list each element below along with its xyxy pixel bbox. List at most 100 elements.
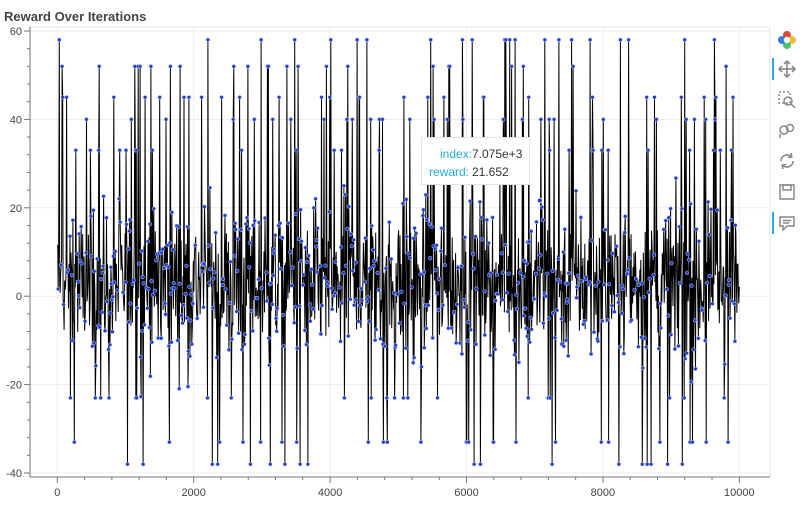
reward-point — [177, 386, 182, 391]
reward-point — [536, 266, 542, 271]
pan-icon[interactable] — [772, 56, 802, 82]
reward-point — [420, 213, 426, 218]
reward-point — [106, 347, 111, 352]
reward-point — [434, 243, 439, 248]
reward-point — [169, 340, 174, 345]
reward-point — [587, 37, 593, 42]
reward-point — [315, 269, 320, 275]
bokeh-logo-icon[interactable] — [772, 27, 802, 53]
reward-point — [314, 238, 319, 243]
reward-point — [294, 148, 299, 153]
reward-point — [161, 265, 167, 271]
reward-point — [677, 281, 682, 286]
reward-point — [685, 251, 690, 256]
reward-point — [59, 263, 64, 268]
reward-point — [239, 347, 245, 352]
reward-point — [339, 148, 344, 153]
save-icon[interactable] — [772, 179, 802, 205]
reward-point — [313, 196, 318, 201]
reward-point — [178, 64, 183, 69]
reward-point — [233, 221, 238, 226]
reward-point — [257, 220, 262, 225]
box-zoom-icon[interactable] — [772, 87, 802, 113]
reward-point — [346, 333, 351, 339]
reward-point — [454, 302, 460, 307]
hover-icon[interactable] — [772, 210, 802, 236]
reward-point — [319, 95, 324, 100]
reward-point — [355, 37, 360, 42]
reward-point — [217, 440, 222, 445]
reward-point — [389, 257, 394, 262]
reward-point — [696, 336, 701, 341]
reward-point — [343, 263, 349, 268]
reward-point — [108, 311, 113, 316]
reward-point — [493, 347, 498, 352]
reward-point — [399, 289, 404, 294]
reward-point — [397, 321, 402, 326]
reward-point — [606, 148, 611, 153]
reward-point — [82, 319, 88, 324]
reward-point — [636, 344, 641, 349]
reward-point — [726, 282, 731, 287]
reward-point — [477, 199, 483, 204]
reward-point — [288, 117, 293, 122]
reward-point — [609, 303, 615, 308]
reward-point — [303, 245, 308, 250]
reward-point — [408, 255, 413, 261]
reward-point — [540, 217, 545, 222]
reward-point — [500, 297, 505, 302]
reward-point — [512, 37, 518, 42]
tooltip-reward-label: reward: — [428, 165, 469, 179]
reward-point — [233, 227, 238, 232]
reward-point — [240, 440, 246, 445]
reward-point — [677, 224, 682, 229]
reward-point — [106, 395, 112, 401]
reward-point — [280, 312, 286, 317]
reset-icon[interactable] — [772, 148, 802, 174]
reward-point — [139, 248, 144, 254]
reward-point — [472, 462, 477, 467]
wheel-zoom-icon[interactable] — [772, 117, 802, 143]
reward-point — [382, 344, 388, 349]
reward-point — [706, 232, 712, 237]
reward-point — [491, 440, 496, 445]
reward-point — [644, 95, 649, 100]
reward-point — [645, 148, 651, 153]
reward-point — [665, 313, 671, 318]
reward-point — [215, 462, 220, 467]
reward-point — [556, 256, 561, 261]
reward-point — [343, 192, 348, 197]
reward-point — [712, 117, 718, 122]
reward-point — [407, 117, 412, 122]
reward-point — [56, 286, 61, 292]
reward-point — [102, 328, 108, 333]
reward-point — [730, 95, 736, 100]
reward-point — [684, 351, 689, 356]
reward-point — [617, 344, 623, 349]
reward-point — [299, 239, 304, 244]
reward-point — [641, 295, 646, 300]
reward-point — [175, 338, 180, 343]
reward-point — [64, 95, 69, 100]
reward-point — [232, 253, 237, 258]
reward-point — [279, 440, 285, 445]
reward-point — [449, 325, 454, 331]
reward-point — [70, 218, 75, 223]
reward-point — [91, 208, 96, 213]
reward-point — [345, 226, 350, 231]
reward-point — [294, 440, 299, 445]
reward-point — [625, 267, 631, 273]
reward-point — [418, 272, 423, 277]
reward-point — [550, 310, 556, 316]
reward-point — [713, 95, 719, 100]
reward-point — [507, 37, 512, 42]
reward-point — [669, 261, 674, 266]
reward-point — [431, 64, 436, 69]
reward-point — [268, 462, 273, 467]
reward-point — [65, 267, 71, 272]
reward-point — [656, 346, 662, 351]
reward-point — [526, 95, 531, 100]
reward-point — [691, 347, 696, 352]
reward-point — [211, 276, 216, 281]
